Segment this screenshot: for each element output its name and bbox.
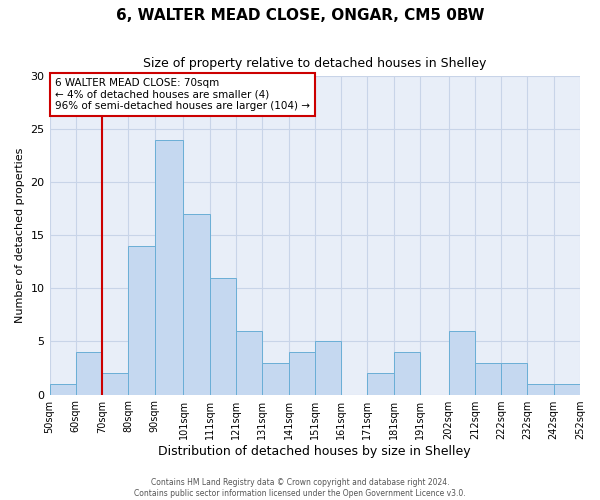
- Bar: [501, 362, 527, 394]
- Text: Contains HM Land Registry data © Crown copyright and database right 2024.
Contai: Contains HM Land Registry data © Crown c…: [134, 478, 466, 498]
- Bar: [449, 331, 475, 394]
- Bar: [155, 140, 184, 394]
- Title: Size of property relative to detached houses in Shelley: Size of property relative to detached ho…: [143, 58, 487, 70]
- Text: 6, WALTER MEAD CLOSE, ONGAR, CM5 0BW: 6, WALTER MEAD CLOSE, ONGAR, CM5 0BW: [116, 8, 484, 22]
- Bar: [184, 214, 210, 394]
- Bar: [367, 374, 394, 394]
- Bar: [128, 246, 155, 394]
- Bar: [527, 384, 554, 394]
- Bar: [236, 331, 262, 394]
- Text: 6 WALTER MEAD CLOSE: 70sqm
← 4% of detached houses are smaller (4)
96% of semi-d: 6 WALTER MEAD CLOSE: 70sqm ← 4% of detac…: [55, 78, 310, 111]
- Bar: [50, 384, 76, 394]
- X-axis label: Distribution of detached houses by size in Shelley: Distribution of detached houses by size …: [158, 444, 471, 458]
- Bar: [475, 362, 501, 394]
- Bar: [315, 342, 341, 394]
- Bar: [210, 278, 236, 394]
- Bar: [76, 352, 102, 395]
- Bar: [102, 374, 128, 394]
- Bar: [394, 352, 420, 395]
- Bar: [289, 352, 315, 395]
- Y-axis label: Number of detached properties: Number of detached properties: [15, 148, 25, 323]
- Bar: [262, 362, 289, 394]
- Bar: [554, 384, 580, 394]
